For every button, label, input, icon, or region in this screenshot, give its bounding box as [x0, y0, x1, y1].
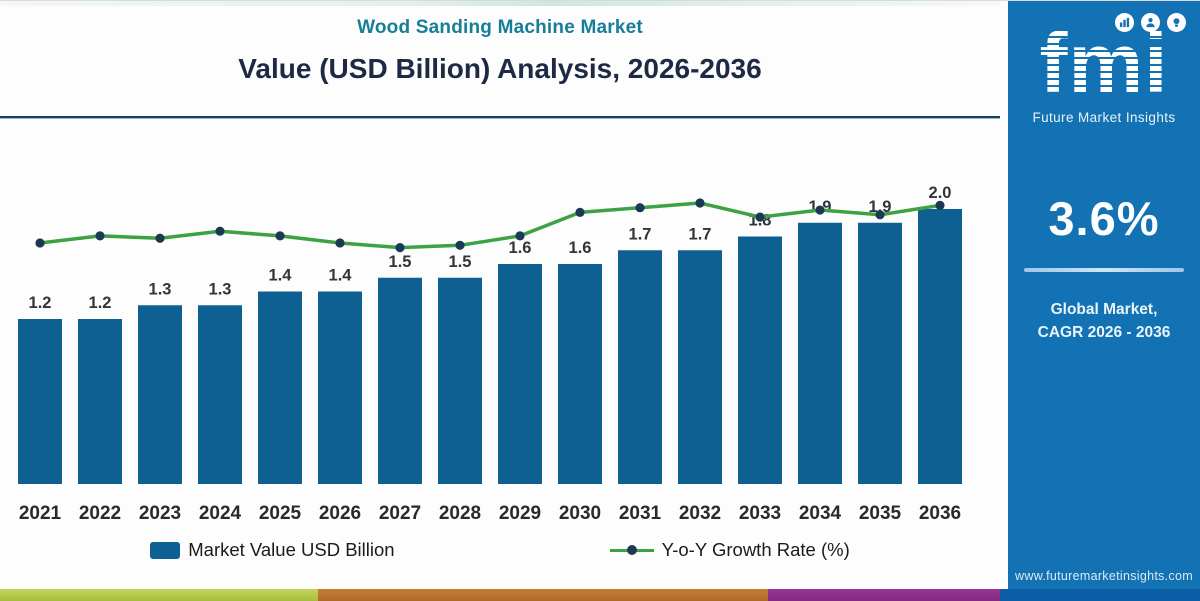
fmi-logo-badges [1008, 13, 1200, 32]
bar-value-label-2027: 1.5 [389, 253, 412, 271]
legend-line-label: Y-o-Y Growth Rate (%) [661, 539, 850, 560]
bottom-bar-orange-segment [318, 589, 768, 601]
person-icon [1141, 13, 1160, 32]
growth-rate-marker-2029 [515, 231, 525, 241]
bottom-bar-green-segment [0, 589, 318, 601]
brand-sidebar: fmi Future Market Insights 3.6% Global M… [1000, 1, 1200, 601]
growth-rate-marker-2028 [455, 240, 465, 250]
bar-2022 [78, 319, 122, 484]
bar-value-label-2022: 1.2 [89, 294, 112, 312]
growth-rate-marker-2023 [155, 233, 165, 243]
x-axis-label-2022: 2022 [79, 503, 121, 524]
title-divider [0, 116, 1000, 119]
x-axis-label-2034: 2034 [799, 503, 842, 524]
x-axis-label-2031: 2031 [619, 503, 662, 524]
bar-2026 [318, 291, 362, 484]
x-axis-label-2033: 2033 [739, 503, 781, 524]
chart-subtitle: Value (USD Billion) Analysis, 2026-2036 [238, 53, 762, 84]
cagr-caption-line1: Global Market, [1050, 301, 1158, 318]
growth-rate-marker-2025 [275, 231, 285, 241]
growth-rate-marker-2036 [935, 200, 945, 210]
growth-rate-marker-2031 [635, 203, 645, 213]
growth-rate-marker-2030 [575, 207, 585, 217]
website-link[interactable]: www.futuremarketinsights.com [1015, 569, 1193, 583]
sidebar-divider [1024, 268, 1184, 272]
bar-value-label-2023: 1.3 [149, 280, 172, 298]
bar-2034 [798, 222, 842, 484]
bar-value-label-2026: 1.4 [329, 267, 353, 285]
bar-2025 [258, 291, 302, 484]
x-axis-label-2021: 2021 [19, 503, 62, 524]
bar-value-label-2028: 1.5 [449, 253, 472, 271]
bar-value-label-2031: 1.7 [629, 225, 652, 243]
x-axis-label-2026: 2026 [319, 503, 361, 524]
chart-panel: Wood Sanding Machine Market Value (USD B… [0, 1, 1000, 601]
line-series-swatch-icon [609, 545, 654, 555]
growth-rate-marker-2034 [815, 205, 825, 215]
growth-rate-marker-2024 [215, 226, 225, 236]
bar-2031 [618, 250, 662, 484]
fmi-logo-subtext: Future Market Insights [1032, 110, 1176, 125]
bar-series-swatch-icon [150, 541, 181, 559]
growth-rate-marker-2026 [335, 238, 345, 248]
fmi-logo: fmi Future Market Insights [1008, 13, 1200, 125]
bar-value-label-2032: 1.7 [689, 225, 712, 243]
growth-rate-marker-2022 [95, 231, 105, 241]
bottom-bar-purple-segment [768, 589, 1000, 601]
top-accent-strip [0, 1, 1000, 6]
bar-2023 [138, 305, 182, 484]
growth-rate-marker-2033 [755, 212, 765, 222]
bar-2024 [198, 305, 242, 484]
x-axis-label-2035: 2035 [859, 503, 902, 524]
cagr-caption-line2: CAGR 2026 - 2036 [1037, 324, 1171, 342]
bar-2021 [18, 319, 62, 484]
growth-rate-line [38, 201, 942, 250]
bar-value-label-2021: 1.2 [29, 294, 52, 312]
x-axis-label-2023: 2023 [139, 503, 181, 524]
bar-value-label-2035: 1.9 [869, 198, 892, 216]
x-axis-label-2025: 2025 [259, 503, 302, 524]
bar-2027 [378, 277, 422, 484]
bar-value-label-2025: 1.4 [269, 267, 293, 285]
cagr-caption: Global Market, CAGR 2026 - 2036 [1038, 298, 1171, 345]
chart-legend: Market Value USD Billion Y-o-Y Growth Ra… [0, 539, 1000, 561]
x-axis-label-2024: 2024 [199, 503, 242, 524]
bar-2036 [918, 209, 962, 484]
bar-2030 [558, 264, 602, 484]
chart-icon [1115, 13, 1134, 32]
bar-value-label-2029: 1.6 [509, 239, 532, 257]
x-axis-label-2028: 2028 [439, 503, 481, 524]
bottom-accent-bar [0, 589, 1000, 601]
x-axis-label-2030: 2030 [559, 503, 601, 524]
market-value-growth-chart: 1.2 2021 1.2 2022 1.3 2023 1.3 2024 1.4 2025 1.4 20… [18, 184, 962, 524]
x-axis-label-2029: 2029 [499, 503, 541, 524]
sidebar-footer-strip [1000, 589, 1200, 601]
bar-value-label-2024: 1.3 [209, 280, 232, 298]
x-axis-label-2027: 2027 [379, 503, 421, 524]
logo-stripes [1008, 24, 1200, 110]
fmi-logo-letters: fmi [1008, 24, 1200, 110]
growth-rate-marker-2027 [395, 243, 405, 253]
growth-rate-marker-2021 [35, 238, 45, 248]
legend-item-growth-rate: Y-o-Y Growth Rate (%) [609, 539, 850, 561]
growth-rate-marker-2032 [695, 198, 705, 208]
bar-2035 [858, 222, 902, 484]
chart-title: Wood Sanding Machine Market [357, 17, 643, 38]
x-axis-label-2036: 2036 [919, 503, 961, 524]
bar-value-label-2036: 2.0 [929, 184, 952, 202]
bar-2029 [498, 264, 542, 484]
x-axis-label-2032: 2032 [679, 503, 721, 524]
bar-value-label-2030: 1.6 [569, 239, 592, 257]
bar-2032 [678, 250, 722, 484]
legend-item-market-value: Market Value USD Billion [150, 539, 395, 561]
cagr-value: 3.6% [1048, 192, 1160, 245]
bar-2033 [738, 236, 782, 484]
bar-2028 [438, 277, 482, 484]
growth-rate-marker-2035 [875, 210, 885, 220]
bulb-icon [1167, 13, 1186, 32]
legend-bar-label: Market Value USD Billion [188, 539, 395, 560]
